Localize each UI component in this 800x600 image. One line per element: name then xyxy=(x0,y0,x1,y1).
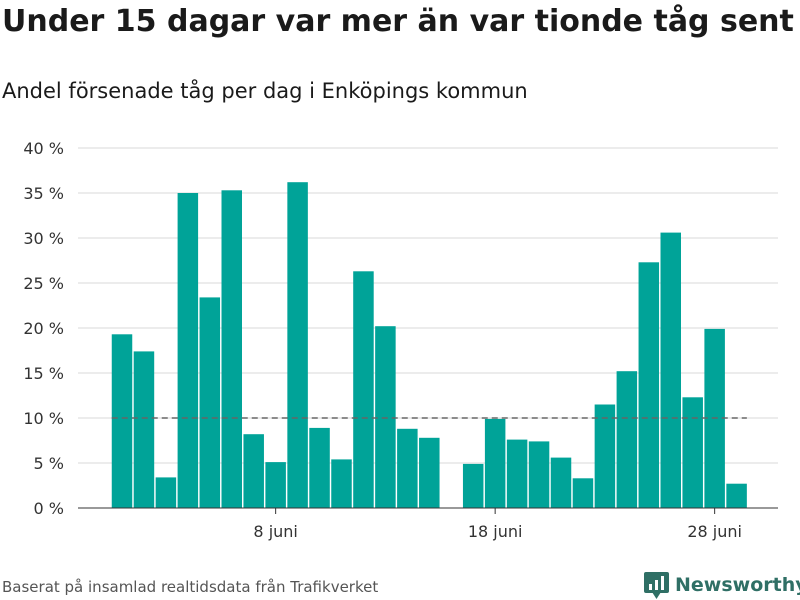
bar xyxy=(397,428,418,508)
bar xyxy=(133,351,155,508)
bar xyxy=(221,190,242,509)
bar xyxy=(462,463,484,508)
bar xyxy=(484,418,506,508)
newsworthy-logo: Newsworthy xyxy=(644,570,800,600)
y-tick-label: 5 % xyxy=(34,454,64,473)
bar xyxy=(375,326,396,508)
bar xyxy=(528,441,550,508)
bar xyxy=(419,437,440,508)
chart-title: Under 15 dagar var mer än var tionde tåg… xyxy=(2,4,794,39)
bar xyxy=(506,439,528,508)
x-tick-label: 8 juni xyxy=(253,522,297,541)
chart-subtitle: Andel försenade tåg per dag i Enköpings … xyxy=(2,79,528,103)
x-tick-label: 18 juni xyxy=(468,522,523,541)
bar xyxy=(243,434,264,508)
bar xyxy=(111,334,133,508)
bar xyxy=(155,477,177,508)
bar xyxy=(353,271,374,508)
source-note: Baserat på insamlad realtidsdata från Tr… xyxy=(2,578,379,596)
newsworthy-logo-icon xyxy=(644,571,669,599)
bar xyxy=(572,478,594,508)
bar xyxy=(726,483,747,508)
y-tick-label: 10 % xyxy=(23,409,64,428)
bar xyxy=(616,371,638,508)
y-tick-label: 35 % xyxy=(23,184,64,203)
bar xyxy=(550,457,572,508)
y-tick-label: 40 % xyxy=(23,139,64,158)
axes: 0 % 5 % 10 % 15 % 20 % 25 % 30 % 35 % 40 % 8 juni… xyxy=(23,139,778,541)
bar xyxy=(660,232,681,508)
x-tick-label: 28 juni xyxy=(687,522,742,541)
bars xyxy=(111,182,747,509)
brand-name: Newsworthy xyxy=(675,574,800,596)
bar xyxy=(265,462,286,508)
bar-chart: 0 % 5 % 10 % 15 % 20 % 25 % 30 % 35 % 40 % 8 juni… xyxy=(23,139,778,541)
y-tick-label: 20 % xyxy=(23,319,64,338)
bar xyxy=(287,182,308,508)
bar xyxy=(682,397,703,508)
bar xyxy=(199,297,221,508)
y-tick-label: 30 % xyxy=(23,229,64,248)
y-tick-label: 25 % xyxy=(23,274,64,293)
y-tick-label: 15 % xyxy=(23,364,64,383)
bar xyxy=(309,427,330,508)
bar xyxy=(594,404,616,508)
bar xyxy=(331,459,352,508)
bar xyxy=(177,193,199,508)
bar xyxy=(638,262,660,508)
y-tick-label: 0 % xyxy=(34,499,64,518)
